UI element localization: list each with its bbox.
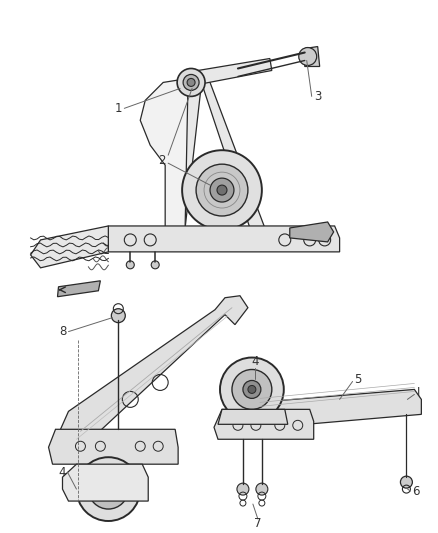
Text: 4: 4 [251, 355, 258, 368]
Circle shape [232, 369, 272, 409]
Polygon shape [31, 226, 108, 268]
Circle shape [187, 78, 195, 86]
Circle shape [400, 476, 413, 488]
Polygon shape [242, 390, 421, 429]
Polygon shape [49, 429, 178, 464]
Polygon shape [218, 409, 288, 424]
Circle shape [177, 68, 205, 96]
Circle shape [248, 385, 256, 393]
Circle shape [196, 164, 248, 216]
Text: 6: 6 [413, 484, 420, 498]
Circle shape [183, 75, 199, 91]
Polygon shape [60, 296, 248, 447]
Circle shape [237, 483, 249, 495]
Polygon shape [57, 281, 100, 297]
Text: 7: 7 [254, 518, 261, 530]
Circle shape [111, 309, 125, 322]
Circle shape [77, 457, 140, 521]
Circle shape [210, 178, 234, 202]
Polygon shape [172, 78, 202, 228]
Circle shape [182, 150, 262, 230]
Polygon shape [63, 464, 148, 501]
Circle shape [243, 381, 261, 398]
Text: 4: 4 [58, 466, 66, 479]
Text: 8: 8 [59, 325, 67, 338]
Polygon shape [186, 59, 272, 86]
Text: I: I [417, 386, 421, 399]
Circle shape [99, 480, 117, 498]
Polygon shape [103, 226, 339, 252]
Polygon shape [140, 78, 188, 228]
Circle shape [151, 261, 159, 269]
Circle shape [126, 261, 134, 269]
Circle shape [256, 483, 268, 495]
Circle shape [217, 185, 227, 195]
Text: 1: 1 [115, 102, 122, 115]
Circle shape [299, 47, 317, 66]
Circle shape [220, 358, 284, 421]
Polygon shape [214, 409, 314, 439]
Text: 3: 3 [314, 90, 321, 103]
Circle shape [104, 485, 112, 493]
Text: 5: 5 [355, 373, 362, 386]
Polygon shape [305, 46, 320, 67]
Polygon shape [200, 78, 265, 228]
Polygon shape [290, 222, 334, 242]
Circle shape [88, 469, 128, 509]
Text: 2: 2 [158, 154, 165, 167]
